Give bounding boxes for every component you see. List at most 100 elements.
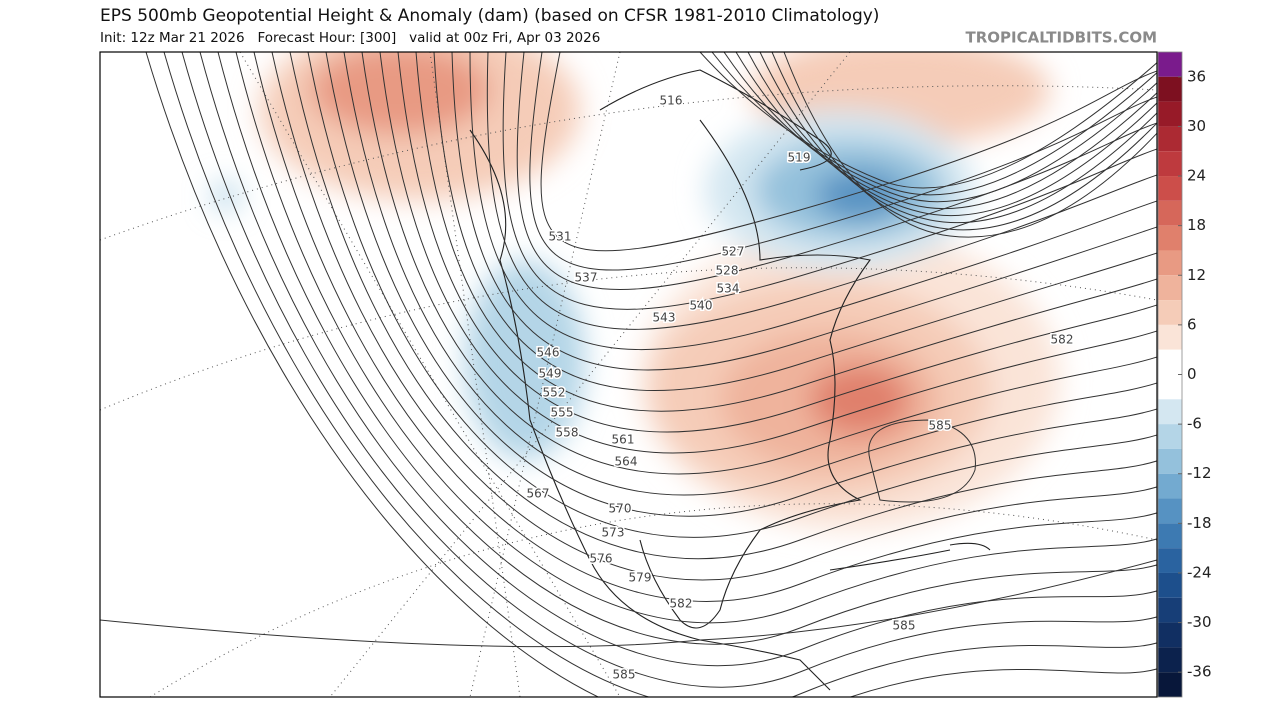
contour-label: 582 [670, 597, 693, 611]
colorbar-tick-label: 36 [1187, 67, 1206, 85]
title: EPS 500mb Geopotential Height & Anomaly … [100, 6, 879, 26]
colorbar-tick-label: -12 [1187, 464, 1212, 482]
contour-line [145, 52, 1157, 697]
contour-label: 546 [537, 346, 560, 360]
subtitle: Init: 12z Mar 21 2026 Forecast Hour: [30… [100, 30, 600, 46]
contour-line [163, 52, 1157, 697]
contour-line [783, 52, 1157, 238]
watermark: TROPICALTIDBITS.COM [966, 29, 1158, 47]
contour-label: 537 [575, 271, 598, 285]
contour-label: 585 [929, 419, 952, 433]
colorbar-segment [1158, 225, 1182, 251]
contour-label: 582 [1051, 333, 1074, 347]
contour-line [735, 52, 1157, 210]
contour-line [289, 52, 1157, 560]
contour-label: 570 [609, 502, 632, 516]
contour-label: 579 [629, 571, 652, 585]
colorbar-segment [1158, 399, 1182, 425]
colorbar-tick-label: -36 [1187, 663, 1212, 681]
contour-line [235, 52, 1157, 624]
colorbar-segment [1158, 324, 1182, 350]
colorbar-segment [1158, 448, 1182, 474]
contour-line [397, 52, 1157, 433]
contour-label: 527 [722, 245, 745, 259]
contour-label: 519 [788, 151, 811, 165]
contour-line [271, 52, 1157, 581]
contour-line [486, 52, 1157, 330]
contour-label: 585 [613, 668, 636, 682]
coastlines [469, 69, 991, 691]
contour-line [759, 52, 1157, 224]
colorbar-segment [1158, 622, 1182, 648]
colorbar-segment [1158, 300, 1182, 325]
colorbar-segment [1158, 126, 1182, 152]
contour-line [217, 52, 1157, 645]
contour-label: 543 [653, 311, 676, 325]
contour-line [199, 52, 1157, 667]
height-contours [100, 52, 1157, 697]
contour-label: 585 [893, 619, 916, 633]
colorbar-tick-label: -24 [1187, 563, 1212, 581]
colorbar-tick-label: 30 [1187, 117, 1206, 135]
contour-line [540, 52, 1157, 252]
contour-line [699, 52, 1157, 189]
colorbar-segment [1158, 200, 1182, 226]
colorbar-segment [1158, 597, 1182, 623]
contour-line [747, 52, 1157, 216]
colorbar-segment [1158, 672, 1182, 697]
colorbar-segment [1158, 498, 1182, 524]
contour-line [469, 52, 1157, 350]
colorbar: 36 30 24 18 12 6 0 -6 -12 -18 -24 -30 -36 [1157, 51, 1212, 698]
colorbar-tick-label: 12 [1187, 266, 1206, 284]
colorbar-tick-label: -18 [1187, 514, 1212, 532]
contour-line [529, 52, 1157, 271]
colorbar-tick-label: 18 [1187, 216, 1206, 234]
colorbar-segment [1158, 374, 1182, 400]
colorbar-segment [1158, 76, 1182, 102]
colorbar-segment [1158, 250, 1182, 276]
contour-label: 564 [615, 455, 638, 469]
contour-line [711, 52, 1157, 196]
colorbar-segment [1158, 101, 1182, 127]
colorbar-tick-label: 0 [1187, 365, 1197, 383]
colorbar-segment [1158, 275, 1182, 301]
contour-label: 528 [716, 264, 739, 278]
contour-line [771, 52, 1157, 231]
contour-line [433, 52, 1157, 392]
contour-label: 534 [717, 282, 740, 296]
contour-label: 552 [543, 386, 566, 400]
contour-line [100, 559, 1157, 648]
graticule [100, 52, 1157, 697]
colorbar-segment [1158, 52, 1182, 77]
colorbar-segment [1158, 572, 1182, 598]
contour-label: 561 [612, 433, 635, 447]
contour-line [723, 52, 1157, 203]
contour-label: 573 [602, 526, 625, 540]
contour-line [343, 52, 1157, 496]
contour-line [868, 419, 976, 503]
contour-line [415, 52, 1157, 412]
contour-line [253, 52, 1157, 602]
contour-line [325, 52, 1157, 517]
contour-label: 516 [660, 94, 683, 108]
colorbar-tick-label: -30 [1187, 613, 1212, 631]
colorbar-tick-label: 6 [1187, 315, 1197, 333]
colorbar-segment [1158, 151, 1182, 177]
contour-line [307, 52, 1157, 538]
colorbar-segment [1158, 424, 1182, 449]
contour-label: 555 [551, 406, 574, 420]
contour-line [361, 52, 1157, 475]
colorbar-segment [1158, 349, 1182, 375]
contour-line [451, 52, 1157, 371]
colorbar-tick-label: -6 [1187, 415, 1202, 433]
contour-label: 531 [549, 230, 572, 244]
colorbar-segment [1158, 473, 1182, 499]
contour-label: 567 [527, 487, 550, 501]
contour-label: 540 [690, 299, 713, 313]
map: 516 519 531 537 527 528 534 540 543 546 549 552 555 5… [100, 52, 1157, 697]
contour-label: 549 [539, 367, 562, 381]
contour-line [516, 52, 1157, 291]
contour-labels: 516 519 531 537 527 528 534 540 543 546 549 552 555 5… [525, 92, 1075, 683]
